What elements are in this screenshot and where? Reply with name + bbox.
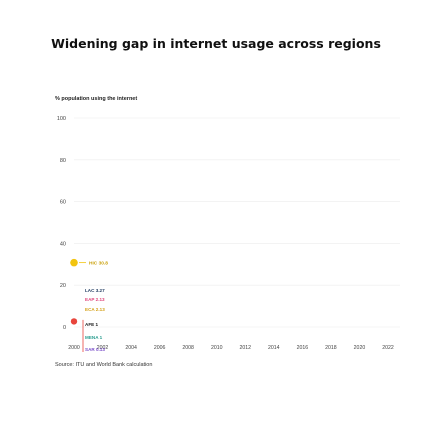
y-tick-label: 60: [60, 200, 66, 206]
x-tick-label: 2016: [297, 345, 309, 351]
x-tick-label: 2012: [239, 345, 251, 351]
label-afe: AFE 1: [85, 322, 98, 327]
y-tick-label: 100: [57, 116, 66, 122]
y-axis-label: % population using the internet: [55, 96, 137, 102]
x-tick-label: 2018: [325, 345, 337, 351]
label-eap: EAP 2.13: [85, 297, 105, 302]
source-note: Source: ITU and World Bank calculation: [55, 362, 153, 368]
x-tick-label: 2006: [154, 345, 166, 351]
label-sar: SAR 0.13: [85, 347, 105, 352]
x-tick-label: 2010: [211, 345, 223, 351]
chart-title: Widening gap in internet usage across re…: [51, 36, 381, 51]
x-tick-label: 2000: [68, 345, 80, 351]
y-tick-label: 20: [60, 283, 66, 289]
grid-lines: [74, 117, 400, 328]
y-tick-label: 0: [63, 325, 66, 331]
y-tick-label: 40: [60, 241, 66, 247]
y-tick-label: 80: [60, 158, 66, 164]
label-mena: MENA 1: [85, 335, 103, 340]
data-points: [70, 258, 86, 352]
point-hic: [70, 258, 78, 267]
x-tick-label: 2002: [97, 345, 109, 351]
x-tick-label: 2008: [182, 345, 194, 351]
label-lac: LAC 3.27: [85, 288, 105, 293]
label-hic: HIC 30.8: [89, 261, 108, 267]
x-tick-label: 2004: [125, 345, 137, 351]
series-labels: HIC 30.8 LAC 3.27 EAP 2.13 ECA 2.13 AFE 1 MEN…: [85, 261, 108, 352]
x-axis: 2000 2002 2004 2006 2008 2010 2012 2014 2016 2018…: [68, 345, 394, 351]
x-tick-label: 2022: [382, 345, 394, 351]
x-tick-label: 2020: [354, 345, 366, 351]
point-cluster: [70, 318, 78, 325]
y-axis: 0 20 40 60 80 100: [57, 116, 66, 331]
x-tick-label: 2014: [268, 345, 280, 351]
label-eca: ECA 2.13: [85, 307, 105, 312]
